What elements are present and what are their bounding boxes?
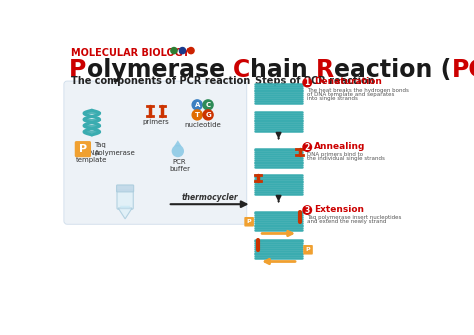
Text: DNA
template: DNA template <box>76 149 108 163</box>
Text: Taq polymerase insert nucleotides: Taq polymerase insert nucleotides <box>307 215 401 220</box>
Text: P: P <box>79 144 87 154</box>
FancyBboxPatch shape <box>64 81 247 224</box>
Text: Steps of PCR reaction: Steps of PCR reaction <box>255 76 374 86</box>
Text: hain: hain <box>250 58 316 82</box>
Text: 2: 2 <box>305 143 310 151</box>
Text: eaction (: eaction ( <box>335 58 452 82</box>
Text: P: P <box>247 219 251 224</box>
Circle shape <box>171 48 177 54</box>
Text: the individual single strands: the individual single strands <box>307 156 385 161</box>
Text: MOLECULAR BIOLOGY: MOLECULAR BIOLOGY <box>71 48 190 58</box>
Text: G: G <box>205 112 211 118</box>
Polygon shape <box>174 140 182 146</box>
Polygon shape <box>118 208 132 219</box>
Circle shape <box>303 206 311 214</box>
Text: C: C <box>206 102 210 108</box>
FancyBboxPatch shape <box>244 217 254 226</box>
Text: C: C <box>233 58 250 82</box>
FancyBboxPatch shape <box>117 185 134 192</box>
Text: primers: primers <box>143 119 170 125</box>
Text: 3: 3 <box>305 206 310 214</box>
Text: 1: 1 <box>305 78 310 87</box>
Circle shape <box>303 143 311 151</box>
Text: Extension: Extension <box>314 205 364 214</box>
Circle shape <box>179 48 186 54</box>
Text: P: P <box>306 247 310 252</box>
Circle shape <box>192 110 202 120</box>
Text: PCR: PCR <box>452 58 474 82</box>
Circle shape <box>188 48 194 54</box>
Polygon shape <box>120 206 130 208</box>
Text: Annealing: Annealing <box>314 142 365 151</box>
Text: olymerase: olymerase <box>87 58 233 82</box>
Text: Taq
polymerase: Taq polymerase <box>94 142 135 156</box>
Text: into single strands: into single strands <box>307 95 358 100</box>
FancyBboxPatch shape <box>303 245 313 255</box>
Text: DNA primers bind to: DNA primers bind to <box>307 152 364 157</box>
Text: T: T <box>195 112 200 118</box>
FancyBboxPatch shape <box>117 190 133 209</box>
Text: R: R <box>316 58 335 82</box>
Circle shape <box>303 78 311 87</box>
Text: PCR
buffer: PCR buffer <box>169 159 190 172</box>
Text: The components of PCR reaction: The components of PCR reaction <box>71 76 250 86</box>
Circle shape <box>203 100 213 110</box>
Circle shape <box>192 100 202 110</box>
FancyBboxPatch shape <box>75 141 91 157</box>
Text: The heat breaks the hydrogen bonds: The heat breaks the hydrogen bonds <box>307 88 409 93</box>
Text: and extend the newly strand: and extend the newly strand <box>307 219 387 224</box>
Text: of DNA template and separates: of DNA template and separates <box>307 92 395 97</box>
Text: P: P <box>69 58 87 82</box>
Ellipse shape <box>172 145 184 157</box>
Text: A: A <box>194 102 200 108</box>
Text: nucleotide: nucleotide <box>184 122 221 128</box>
Text: Denaturation: Denaturation <box>314 77 382 86</box>
Circle shape <box>203 110 213 120</box>
Text: thermocycler: thermocycler <box>181 193 238 202</box>
